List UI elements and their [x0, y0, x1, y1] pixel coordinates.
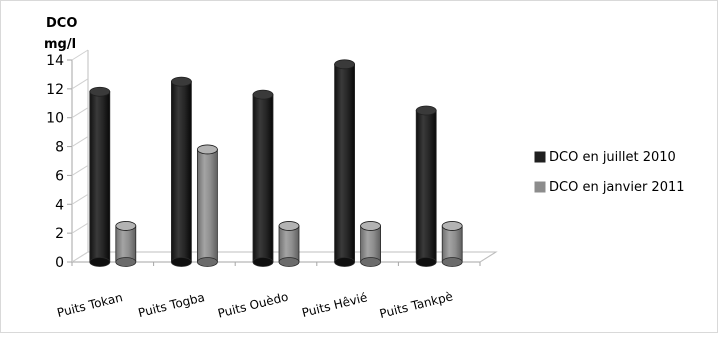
y-axis-unit-line-2: mg/l: [44, 37, 76, 52]
bar-base-janvier-2011-5: [441, 257, 463, 267]
bar-juillet-2010-5: [415, 110, 437, 263]
y-tick-label: 10: [46, 111, 64, 127]
x-category-label: Puits Tankpè: [378, 289, 454, 321]
y-axis-unit-line-1: DCO: [46, 16, 77, 31]
y-tick-label: 0: [55, 255, 64, 271]
bar-top-juillet-2010-5: [415, 105, 437, 116]
bar-top-janvier-2011-4: [360, 221, 382, 231]
y-tick-label: 8: [55, 140, 64, 156]
y-depth-tick: [71, 165, 89, 176]
bar-base-janvier-2011-3: [278, 257, 300, 267]
bar-juillet-2010-3: [252, 94, 274, 263]
bar-base-juillet-2010-4: [334, 257, 356, 267]
bar-top-janvier-2011-3: [278, 221, 300, 231]
y-depth-tick: [71, 251, 89, 263]
bar-juillet-2010-1: [89, 91, 111, 263]
y-depth-tick: [71, 107, 89, 119]
bar-janvier-2011-2: [196, 149, 218, 263]
x-category-label: Puits Hêvié: [300, 290, 368, 320]
bar-top-juillet-2010-3: [252, 89, 274, 100]
chart-frame: [0, 0, 718, 333]
bar-top-juillet-2010-2: [170, 76, 192, 87]
bar-base-juillet-2010-1: [89, 257, 111, 267]
legend-janvier-2011-label: DCO en janvier 2011: [549, 180, 685, 195]
legend-juillet-2010-label: DCO en juillet 2010: [549, 150, 676, 165]
bar-juillet-2010-2: [170, 81, 192, 263]
bar-top-janvier-2011-5: [441, 221, 463, 231]
legend-juillet-2010-swatch: [534, 151, 546, 163]
bar-juillet-2010-4: [334, 63, 356, 263]
y-depth-tick: [71, 222, 89, 234]
x-category-label: Puits Tokan: [56, 290, 124, 320]
y-depth-tick: [71, 49, 89, 61]
bar-janvier-2011-5: [441, 225, 463, 263]
x-category-label: Puits Togba: [137, 290, 206, 320]
y-depth-tick: [71, 78, 89, 90]
bar-top-janvier-2011-1: [115, 221, 137, 231]
bar-top-juillet-2010-4: [334, 59, 356, 70]
legend: DCO en juillet 2010 DCO en janvier 2011: [534, 150, 685, 195]
y-tick-label: 12: [46, 82, 64, 98]
bar-top-juillet-2010-1: [89, 86, 111, 97]
bar-janvier-2011-4: [360, 225, 382, 263]
bar-base-juillet-2010-2: [170, 257, 192, 267]
bars-layer: [89, 59, 463, 267]
y-tick-label: 6: [55, 168, 64, 184]
y-tick-label: 4: [55, 197, 64, 213]
bar-janvier-2011-1: [115, 225, 137, 263]
y-depth-tick: [71, 136, 89, 147]
y-depth-tick: [71, 193, 89, 205]
bar-base-janvier-2011-1: [115, 257, 137, 267]
legend-janvier-2011-swatch: [534, 181, 546, 193]
y-tick-label: 14: [46, 53, 64, 69]
bar-base-janvier-2011-4: [360, 257, 382, 267]
bar-top-janvier-2011-2: [196, 144, 218, 155]
floor-right-edge: [479, 251, 497, 263]
bar-base-juillet-2010-5: [415, 257, 437, 267]
bar-base-janvier-2011-2: [196, 257, 218, 267]
bar-base-juillet-2010-3: [252, 257, 274, 267]
bar-janvier-2011-3: [278, 225, 300, 263]
y-tick-label: 2: [55, 226, 64, 242]
x-category-label: Puits Ouèdo: [216, 290, 289, 321]
